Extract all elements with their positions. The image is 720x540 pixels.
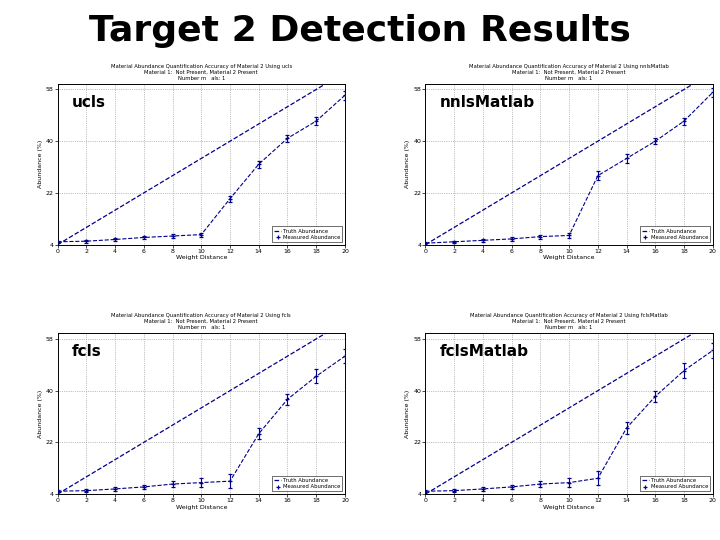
X-axis label: Weight Distance: Weight Distance	[176, 255, 227, 260]
Title: Material Abundance Quantification Accuracy of Material 2 Using fcls
Material 1: : Material Abundance Quantification Accura…	[112, 313, 291, 330]
X-axis label: Weight Distance: Weight Distance	[544, 505, 595, 510]
Legend: Truth Abundance, Measured Abundance: Truth Abundance, Measured Abundance	[272, 476, 342, 491]
Legend: Truth Abundance, Measured Abundance: Truth Abundance, Measured Abundance	[640, 226, 710, 242]
Title: Material Abundance Quantification Accuracy of Material 2 Using nnlsMatlab
Materi: Material Abundance Quantification Accura…	[469, 64, 669, 80]
Y-axis label: Abundance (%): Abundance (%)	[405, 389, 410, 438]
Title: Material Abundance Quantification Accuracy of Material 2 Using fclsMatlab
Materi: Material Abundance Quantification Accura…	[470, 313, 668, 330]
Y-axis label: Abundance (%): Abundance (%)	[37, 140, 42, 188]
Text: Error bars represent 95% confidence interval: Error bars represent 95% confidence inte…	[131, 514, 589, 532]
Text: nnlsMatlab: nnlsMatlab	[440, 95, 535, 110]
Text: fcls: fcls	[72, 345, 102, 360]
Legend: Truth Abundance, Measured Abundance: Truth Abundance, Measured Abundance	[272, 226, 342, 242]
Text: ucls: ucls	[72, 95, 106, 110]
X-axis label: Weight Distance: Weight Distance	[544, 255, 595, 260]
Title: Material Abundance Quantification Accuracy of Material 2 Using ucls
Material 1: : Material Abundance Quantification Accura…	[111, 64, 292, 80]
Text: Target 2 Detection Results: Target 2 Detection Results	[89, 14, 631, 48]
Y-axis label: Abundance (%): Abundance (%)	[37, 389, 42, 438]
X-axis label: Weight Distance: Weight Distance	[176, 505, 227, 510]
Legend: Truth Abundance, Measured Abundance: Truth Abundance, Measured Abundance	[640, 476, 710, 491]
Text: fclsMatlab: fclsMatlab	[440, 345, 528, 360]
Y-axis label: Abundance (%): Abundance (%)	[405, 140, 410, 188]
